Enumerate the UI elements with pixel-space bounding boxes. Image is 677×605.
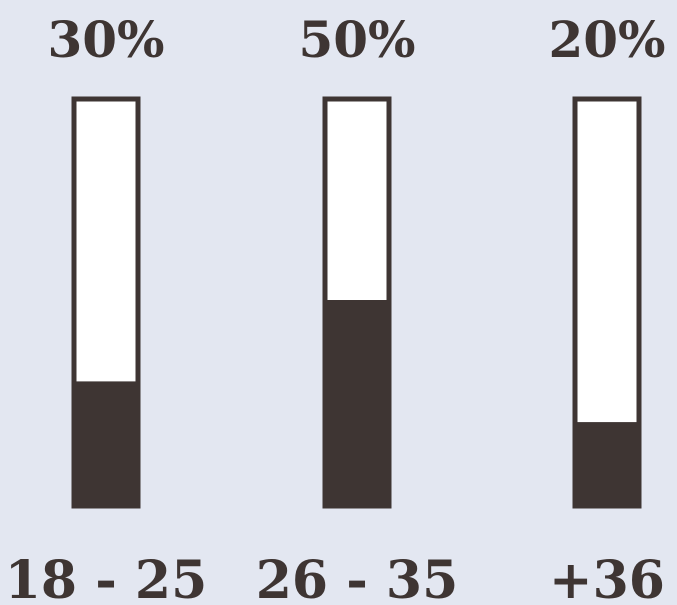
bar-fill bbox=[322, 300, 392, 509]
category-label: 18 - 25 bbox=[5, 550, 208, 605]
category-label: +36 bbox=[549, 550, 665, 605]
value-label: 50% bbox=[298, 10, 415, 69]
value-label: 20% bbox=[548, 10, 665, 69]
value-label: 30% bbox=[47, 10, 164, 69]
bar-fill bbox=[71, 381, 141, 509]
bar-group-2: 50% 26 - 35 bbox=[256, 10, 459, 605]
bar-group-3: 20% +36 bbox=[548, 10, 665, 605]
bar-group-1: 30% 18 - 25 bbox=[5, 10, 208, 605]
category-label: 26 - 35 bbox=[256, 550, 459, 605]
bar-fill bbox=[572, 422, 642, 509]
